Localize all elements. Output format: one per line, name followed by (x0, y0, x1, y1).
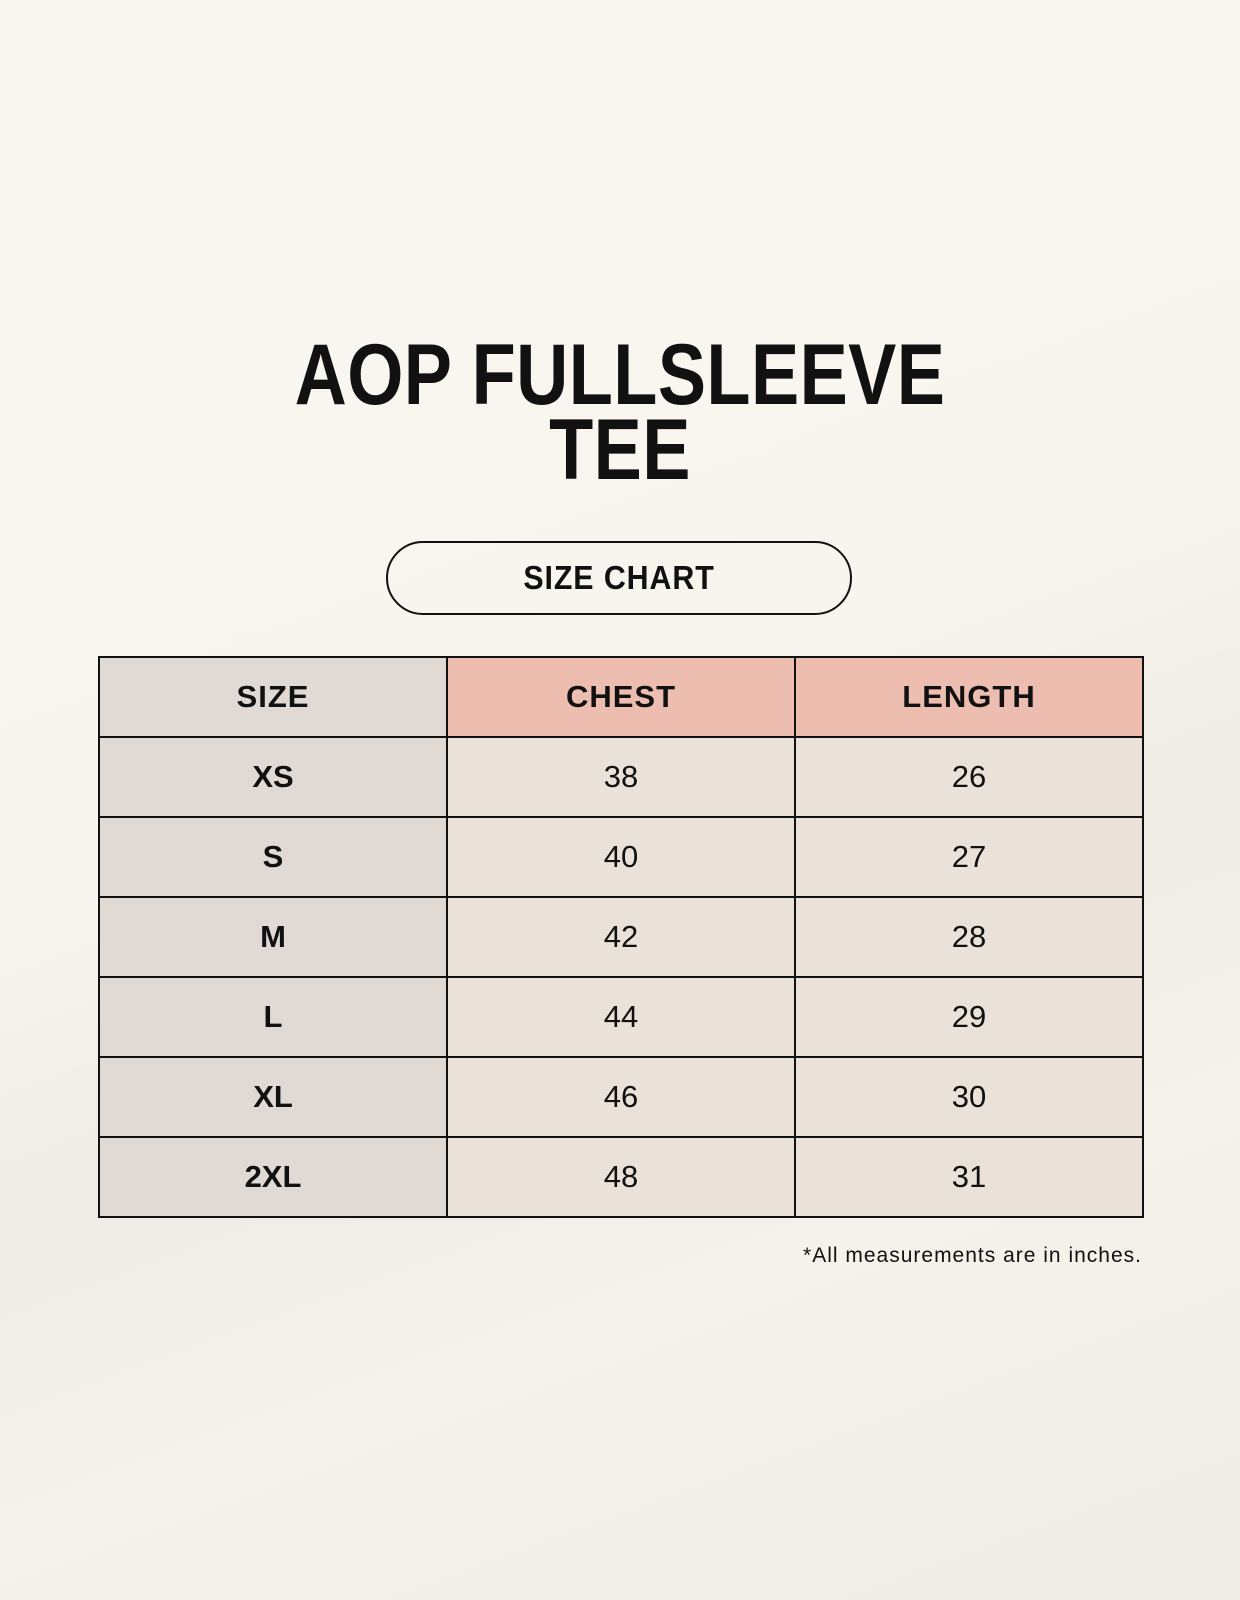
size-table: SIZE CHEST LENGTH XS 38 26 S 40 27 M 42 28 L 44 29 X… (98, 656, 1144, 1218)
header-size: SIZE (98, 656, 448, 738)
header-chest: CHEST (446, 656, 796, 738)
cell-chest: 46 (446, 1056, 796, 1138)
cell-length: 28 (794, 896, 1144, 978)
page-title: AOP FULLSLEEVE TEE (0, 327, 1240, 498)
table-row: M 42 28 (98, 896, 1144, 978)
table-header-row: SIZE CHEST LENGTH (98, 656, 1144, 738)
table-row: L 44 29 (98, 976, 1144, 1058)
cell-size: 2XL (98, 1136, 448, 1218)
table-row: XS 38 26 (98, 736, 1144, 818)
cell-chest: 42 (446, 896, 796, 978)
cell-length: 31 (794, 1136, 1144, 1218)
header-length: LENGTH (794, 656, 1144, 738)
cell-size: S (98, 816, 448, 898)
cell-length: 30 (794, 1056, 1144, 1138)
size-chart-label: SIZE CHART (523, 559, 715, 596)
cell-chest: 44 (446, 976, 796, 1058)
title-line-1: AOP FULLSLEEVE (294, 327, 946, 423)
cell-length: 29 (794, 976, 1144, 1058)
table-row: S 40 27 (98, 816, 1144, 898)
table-row: XL 46 30 (98, 1056, 1144, 1138)
cell-size: L (98, 976, 448, 1058)
footnote: *All measurements are in inches. (803, 1244, 1142, 1267)
cell-size: XS (98, 736, 448, 818)
cell-chest: 40 (446, 816, 796, 898)
cell-chest: 48 (446, 1136, 796, 1218)
cell-length: 27 (794, 816, 1144, 898)
cell-chest: 38 (446, 736, 796, 818)
size-chart-badge: SIZE CHART (386, 541, 852, 615)
table-row: 2XL 48 31 (98, 1136, 1144, 1218)
cell-size: M (98, 896, 448, 978)
cell-length: 26 (794, 736, 1144, 818)
cell-size: XL (98, 1056, 448, 1138)
title-line-2: TEE (549, 402, 691, 498)
